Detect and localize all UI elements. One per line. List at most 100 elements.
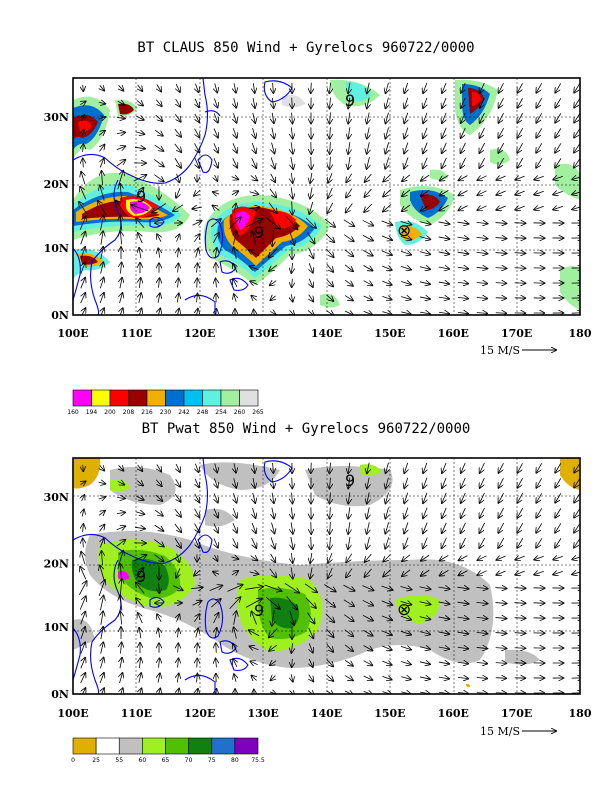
wind-vector <box>134 527 145 528</box>
wind-vector <box>514 268 526 269</box>
wind-vector <box>495 618 507 619</box>
wind-vector <box>383 204 392 211</box>
wind-vector <box>253 127 256 138</box>
wind-vector <box>101 551 102 565</box>
wind-vector <box>227 585 242 592</box>
wind-vector <box>404 507 408 519</box>
wind-vector <box>344 675 353 681</box>
wind-vector <box>476 267 488 268</box>
wind-vector <box>348 112 350 123</box>
wind-vector <box>269 264 278 271</box>
wind-vector <box>158 293 160 303</box>
wind-vector <box>324 218 335 227</box>
wind-vector <box>515 571 525 575</box>
wind-vector <box>555 463 562 472</box>
wind-vector <box>100 525 105 532</box>
wind-vector <box>291 294 292 301</box>
panel2-colorbar: 0 25 55 60 65 70 75 80 75.5 <box>71 737 265 764</box>
wind-vector <box>477 571 487 575</box>
wind-vector <box>328 553 332 562</box>
wind-vector <box>477 191 487 195</box>
panel1-frame <box>72 77 581 316</box>
wind-vector <box>423 537 428 549</box>
wind-vector <box>438 617 450 619</box>
wind-vector <box>574 538 580 547</box>
wind-vector <box>479 127 485 138</box>
wind-vector <box>82 495 85 502</box>
x-tick-label: 120E <box>184 707 215 720</box>
wind-vector <box>536 83 542 92</box>
wind-vector <box>458 205 468 211</box>
wind-vector <box>402 174 411 181</box>
wind-vector <box>289 610 294 625</box>
colorbar-swatch <box>165 389 185 407</box>
wind-vector <box>348 82 350 94</box>
wind-vector <box>174 158 181 168</box>
wind-vector <box>367 112 369 124</box>
wind-vector <box>309 278 313 287</box>
wind-vector <box>480 477 485 488</box>
wind-vector <box>404 112 408 124</box>
wind-vector <box>120 263 121 274</box>
wind-vector <box>174 538 181 547</box>
wind-vector <box>311 156 312 169</box>
wind-vector <box>197 294 198 303</box>
wind-vector <box>517 83 523 92</box>
wind-vector <box>555 98 562 107</box>
wind-vector <box>574 508 580 517</box>
wind-vector <box>438 237 450 239</box>
wind-vector <box>536 523 543 532</box>
wind-vector <box>272 112 274 123</box>
wind-vector <box>402 554 411 561</box>
wind-vector <box>457 602 469 604</box>
wind-vector <box>326 263 333 272</box>
wind-vector <box>177 689 179 694</box>
wind-vector <box>216 279 217 288</box>
wind-vector <box>253 97 255 108</box>
wind-vector <box>495 588 506 589</box>
wind-vector <box>253 477 255 488</box>
wind-vector <box>404 522 408 534</box>
wind-vector <box>438 602 450 604</box>
wind-vector <box>362 234 373 240</box>
wind-vector <box>423 97 427 108</box>
wind-vector <box>177 249 178 258</box>
wind-vector <box>101 231 103 245</box>
wind-vector <box>476 602 488 603</box>
wind-vector <box>461 492 466 503</box>
wind-vector <box>158 673 160 683</box>
wind-vector <box>442 82 446 93</box>
wind-vector <box>154 509 163 516</box>
wind-vector <box>517 522 524 533</box>
colorbar-label: 194 <box>86 409 98 416</box>
wind-vector <box>234 627 237 639</box>
wind-vector <box>382 281 391 285</box>
wind-vector <box>343 584 354 591</box>
wind-vector <box>136 218 145 229</box>
wind-vector <box>555 113 562 122</box>
wind-vector <box>498 142 505 153</box>
wind-vector <box>311 82 312 93</box>
wind-vector <box>197 263 198 273</box>
wind-vector <box>249 250 260 257</box>
wind-vector <box>514 253 526 254</box>
wind-vector <box>330 156 331 169</box>
wind-vector <box>81 552 85 565</box>
colorbar-swatch <box>165 737 189 755</box>
wind-vector <box>291 567 293 578</box>
wind-vector <box>574 143 580 152</box>
wind-vector <box>402 189 411 196</box>
wind-vector <box>132 205 149 212</box>
wind-vector <box>440 555 449 560</box>
colorbar-label: 70 <box>185 757 193 764</box>
wind-vector <box>476 632 488 633</box>
y-tick-label: 30N <box>44 491 69 504</box>
wind-vector <box>381 221 393 225</box>
wind-vector <box>385 537 389 548</box>
wind-vector <box>367 507 369 518</box>
wind-vector <box>479 157 486 168</box>
wind-vector <box>80 481 85 484</box>
wind-vector <box>401 281 411 284</box>
wind-vector <box>514 633 526 634</box>
wind-vector <box>402 204 411 211</box>
